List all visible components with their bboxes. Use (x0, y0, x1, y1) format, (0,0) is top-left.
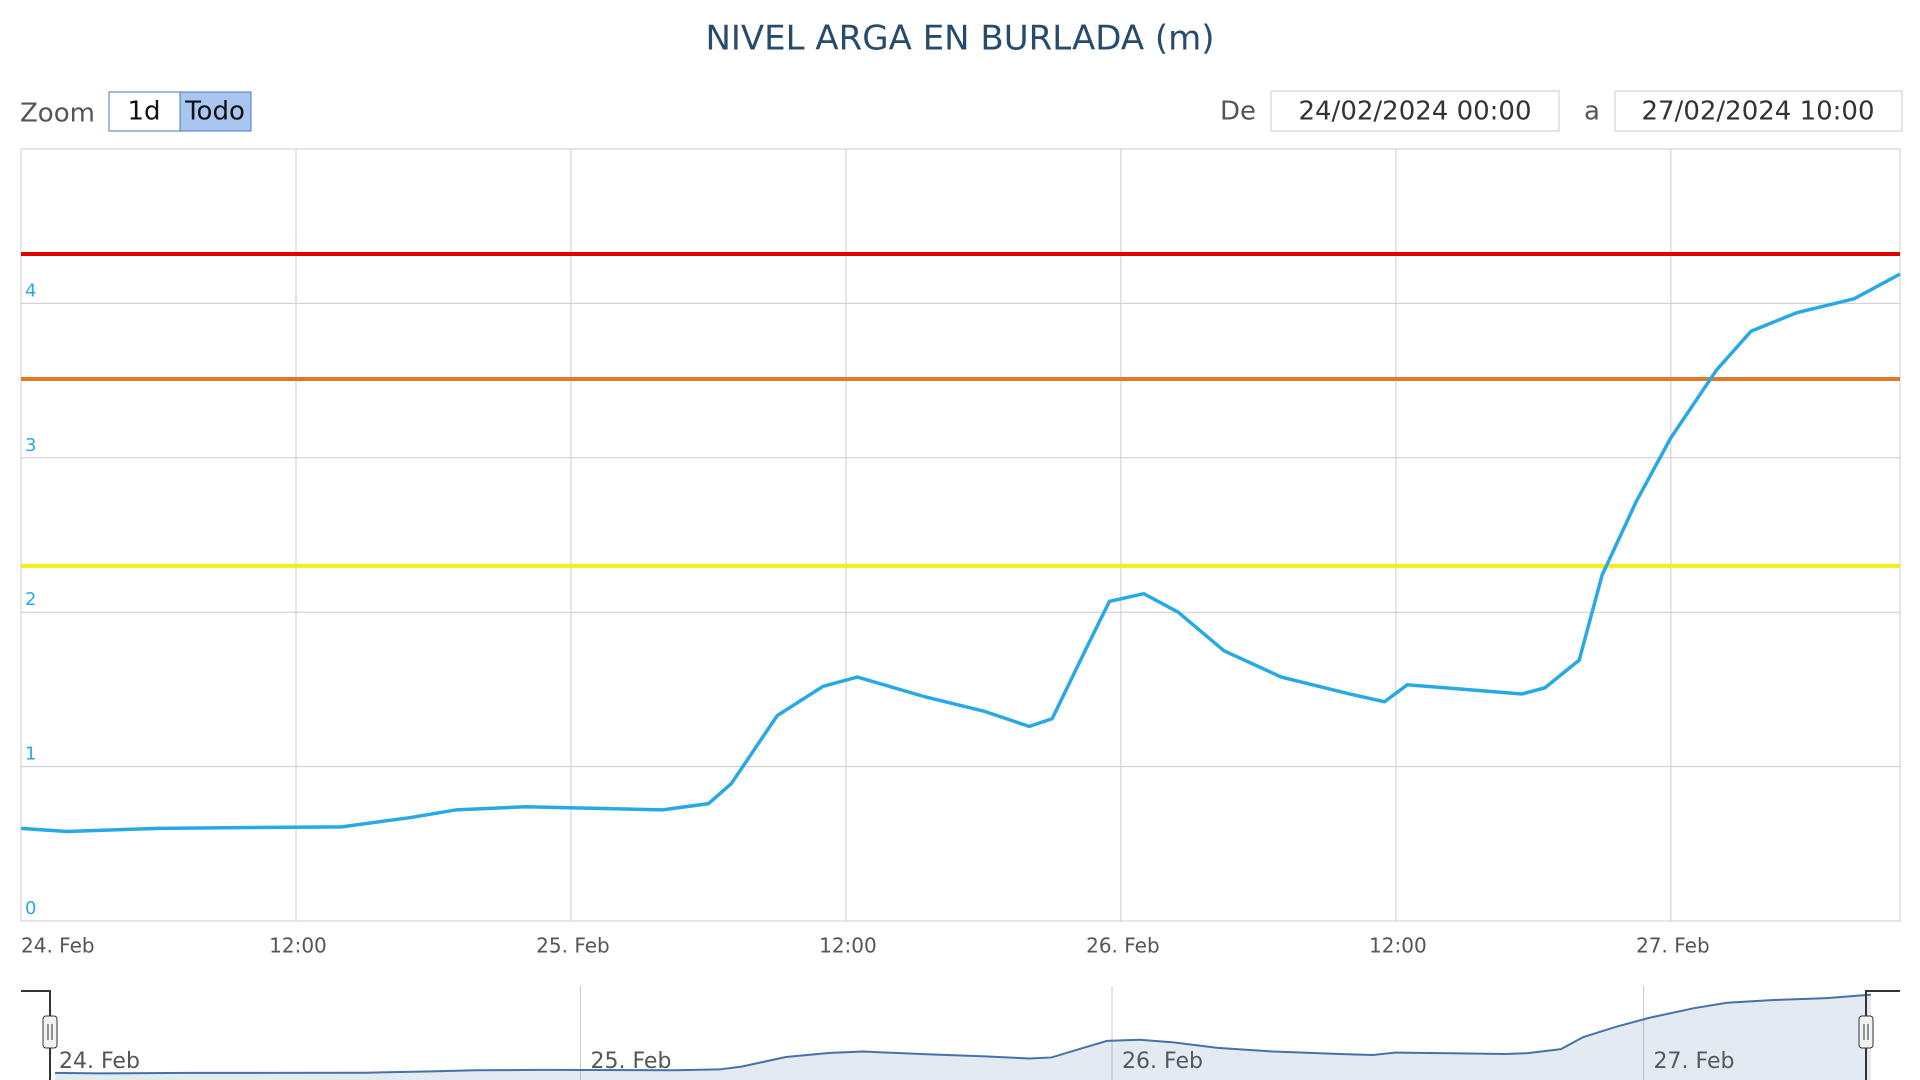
navigator-area (55, 994, 1871, 1080)
navigator-handle[interactable] (42, 1015, 58, 1049)
chart-title: NIVEL ARGA EN BURLADA (m) (705, 19, 1214, 59)
to-value: 27/02/2024 10:00 (1641, 97, 1874, 127)
y-tick-label: 3 (25, 435, 36, 456)
from-value: 24/02/2024 00:00 (1298, 97, 1531, 127)
x-tick-label: 12:00 (269, 934, 327, 958)
to-input[interactable] (1614, 90, 1903, 132)
x-tick-label: 24. Feb (21, 934, 95, 958)
x-tick-label: 27. Feb (1636, 934, 1710, 958)
navigator-line (54, 993, 1872, 1075)
navigator (50, 986, 1866, 1080)
x-tick-label: 12:00 (1369, 934, 1427, 958)
zoom-button-label: 1d (127, 97, 160, 127)
x-tick-label: 12:00 (819, 934, 877, 958)
y-tick-label: 4 (25, 280, 36, 301)
x-tick-label: 25. Feb (536, 934, 610, 958)
plot-border (20, 148, 1901, 922)
zoom-button-label: Todo (184, 97, 245, 127)
zoom-button[interactable] (108, 91, 181, 132)
y-tick-label: 2 (25, 589, 36, 610)
y-tick-label: 0 (25, 898, 36, 919)
series-line (20, 272, 1901, 834)
navigator-outline (21, 990, 1900, 1080)
x-tick-label: 26. Feb (1086, 934, 1160, 958)
to-label: a (1584, 97, 1600, 127)
navigator-tick-label: 24. Feb (59, 1049, 140, 1074)
navigator-tick-label: 27. Feb (1654, 1049, 1735, 1074)
y-tick-label: 1 (25, 744, 36, 765)
handle-grip (47, 1024, 53, 1040)
handle-grip (1863, 1024, 1869, 1040)
navigator-handle[interactable] (1858, 1015, 1874, 1049)
zoom-label: Zoom (20, 99, 95, 129)
navigator-tick-label: 26. Feb (1122, 1049, 1203, 1074)
zoom-button[interactable] (179, 91, 252, 132)
from-label: De (1220, 97, 1256, 127)
from-input[interactable] (1270, 90, 1560, 132)
